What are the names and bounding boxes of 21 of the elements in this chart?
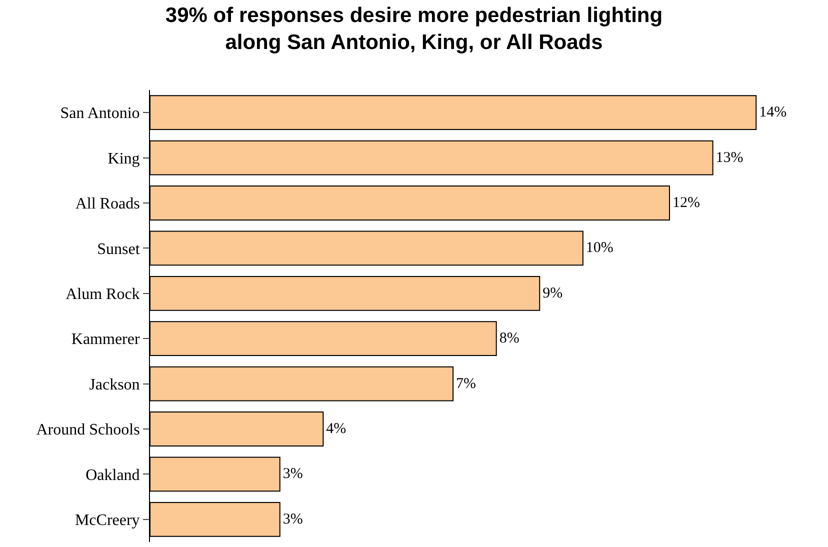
y-tick-label: All Roads [75,196,140,213]
data-label: 14% [759,104,787,121]
chart-title: 39% of responses desire more pedestrian lighting along San Antonio, King, or All Roads [165,4,663,54]
data-label: 7% [456,376,476,392]
y-tick-label: Jackson [89,376,140,394]
y-tick-label: Kammerer [71,331,140,348]
data-label: 8% [499,330,520,347]
y-tick-label: Oakland [86,466,140,484]
y-tick-label: Sunset [97,240,140,258]
y-tick-label: Around Schools [36,422,140,439]
y-tick-label: King [108,150,140,168]
y-tick-label: Alum Rock [66,286,140,303]
data-label: 10% [586,240,614,256]
data-label: 12% [672,195,700,211]
data-label: 3% [282,466,303,482]
y-tick-label: McCreery [74,512,140,529]
data-label: 9% [542,285,563,302]
y-tick-label: San Antonio [60,105,140,122]
data-label: 3% [282,511,303,528]
data-label: 4% [326,421,346,437]
data-label: 13% [716,150,744,166]
